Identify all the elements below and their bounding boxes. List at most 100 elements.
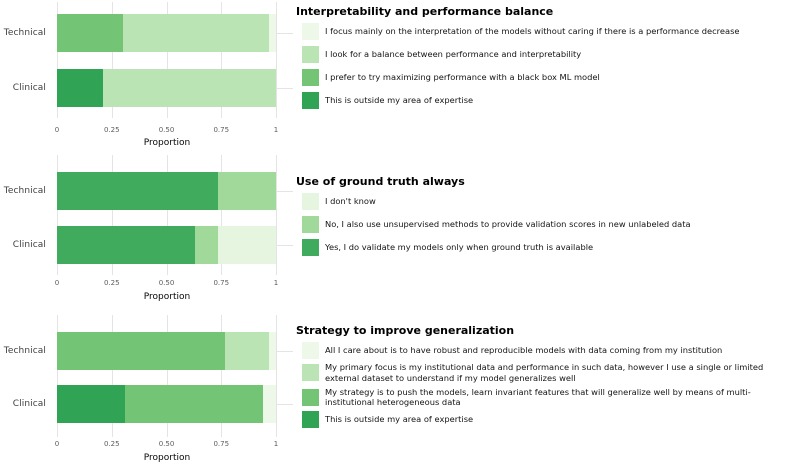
- gridline-vertical: [166, 315, 168, 437]
- legend-color-swatch: [302, 69, 319, 86]
- legend: Strategy to improve generalization All I…: [296, 324, 788, 431]
- chart-panel-ground-truth: 0 0.25 0.50 0.75 1 Technical Clinical Proporti…: [0, 152, 790, 307]
- y-axis-label: Technical: [3, 186, 46, 196]
- bar-segment: [269, 332, 276, 370]
- bar-segment: [57, 69, 103, 107]
- gridline-vertical: [57, 155, 58, 275]
- legend-item-label: All I care about is to have robust and r…: [325, 345, 723, 356]
- legend-color-swatch: [302, 216, 319, 233]
- stacked-bar-technical: [57, 332, 276, 370]
- bar-segment: [224, 332, 270, 370]
- bar-segment: [217, 226, 276, 264]
- legend-item: My strategy is to push the models, learn…: [296, 387, 788, 409]
- bar-segment: [269, 14, 276, 52]
- legend-items: I focus mainly on the interpretation of …: [296, 23, 788, 109]
- gridline-vertical: [276, 2, 277, 118]
- legend-color-swatch: [302, 342, 319, 359]
- x-tick-label: 1: [273, 126, 279, 134]
- chart-panel-interpretability: 0 0.25 0.50 0.75 1 Technical Clinical Proporti…: [0, 0, 790, 152]
- legend-item-label: My primary focus is my institutional dat…: [325, 362, 764, 383]
- legend-item: All I care about is to have robust and r…: [296, 342, 788, 359]
- x-tick-label: 0: [54, 279, 60, 287]
- stacked-bar-technical: [57, 14, 276, 52]
- legend-title: Strategy to improve generalization: [296, 324, 515, 337]
- bar-segment: [217, 172, 276, 210]
- legend-item-label: Yes, I do validate my models only when g…: [325, 242, 594, 253]
- legend-color-swatch: [302, 23, 319, 40]
- bar-segment: [57, 172, 218, 210]
- x-axis-title: Proportion: [143, 138, 191, 148]
- bar-segment: [57, 332, 225, 370]
- x-tick-label: 0.25: [103, 279, 120, 287]
- x-axis-title: Proportion: [143, 453, 191, 463]
- stacked-bar-clinical: [57, 69, 276, 107]
- bar-segment: [122, 14, 270, 52]
- legend-item: Yes, I do validate my models only when g…: [296, 239, 788, 256]
- legend-item: This is outside my area of expertise: [296, 92, 788, 109]
- gridline-vertical: [111, 315, 113, 437]
- legend-items: I don't know No, I also use unsupervised …: [296, 193, 788, 256]
- legend-item-label: I don't know: [325, 196, 376, 207]
- chart-panel-generalization: 0 0.25 0.50 0.75 1 Technical Clinical Proporti…: [0, 307, 790, 466]
- legend-item-label: I look for a balance between performance…: [325, 49, 582, 60]
- legend-item-label: This is outside my area of expertise: [325, 95, 474, 106]
- legend-item-label: No, I also use unsupervised methods to p…: [325, 219, 691, 230]
- y-axis-label: Clinical: [12, 83, 46, 93]
- bar-segment: [57, 14, 123, 52]
- legend-color-swatch: [302, 46, 319, 63]
- x-tick-label: 1: [273, 440, 279, 448]
- legend-color-swatch: [302, 388, 319, 406]
- y-axis-label: Clinical: [12, 240, 46, 250]
- gridline-vertical: [111, 2, 113, 118]
- x-tick-label: 0.75: [213, 440, 230, 448]
- x-tick-label: 1: [273, 279, 279, 287]
- legend-item-label: This is outside my area of expertise: [325, 414, 474, 425]
- bar-segment: [194, 226, 218, 264]
- legend-items: All I care about is to have robust and r…: [296, 342, 788, 429]
- legend: Interpretability and performance balance…: [296, 5, 788, 115]
- legend-item: I focus mainly on the interpretation of …: [296, 23, 788, 40]
- x-tick-label: 0.25: [103, 126, 120, 134]
- legend-item-label: I prefer to try maximizing performance w…: [325, 72, 600, 83]
- legend-title: Use of ground truth always: [296, 175, 465, 188]
- legend: Use of ground truth always I don't know N…: [296, 175, 788, 262]
- x-tick-label: 0.50: [158, 440, 175, 448]
- stacked-bar-clinical: [57, 385, 276, 423]
- legend-color-swatch: [302, 411, 319, 429]
- plot-area: 0 0.25 0.50 0.75 1 Technical Clinical: [0, 307, 790, 466]
- gridline-vertical: [166, 2, 168, 118]
- gridline-vertical: [221, 315, 223, 437]
- bar-segment: [124, 385, 263, 423]
- legend-color-swatch: [302, 193, 319, 210]
- stacked-bar-technical: [57, 172, 276, 210]
- x-tick-label: 0: [54, 440, 60, 448]
- x-tick-label: 0: [54, 126, 60, 134]
- plot-area: 0 0.25 0.50 0.75 1 Technical Clinical: [0, 0, 790, 152]
- gridline-vertical: [57, 315, 58, 437]
- x-tick-label: 0.50: [158, 126, 175, 134]
- x-axis-title: Proportion: [143, 292, 191, 302]
- x-tick-label: 0.50: [158, 279, 175, 287]
- gridline-vertical: [276, 155, 277, 275]
- legend-item: I look for a balance between performance…: [296, 46, 788, 63]
- x-tick-label: 0.75: [213, 279, 230, 287]
- bar-segment: [57, 226, 195, 264]
- legend-color-swatch: [302, 364, 319, 382]
- legend-item-label: My strategy is to push the models, learn…: [325, 386, 751, 408]
- y-axis-label: Technical: [3, 346, 46, 356]
- gridline-vertical: [221, 155, 223, 275]
- legend-item: No, I also use unsupervised methods to p…: [296, 216, 788, 233]
- legend-color-swatch: [302, 239, 319, 256]
- legend-title: Interpretability and performance balance: [296, 5, 554, 18]
- gridline-vertical: [276, 315, 277, 437]
- y-axis-label: Clinical: [12, 399, 46, 409]
- y-axis-label: Technical: [3, 28, 46, 38]
- legend-item: This is outside my area of expertise: [296, 411, 788, 429]
- legend-item: I prefer to try maximizing performance w…: [296, 69, 788, 86]
- bar-segment: [57, 385, 125, 423]
- legend-item: I don't know: [296, 193, 788, 210]
- x-tick-label: 0.75: [213, 126, 230, 134]
- stacked-bar-clinical: [57, 226, 276, 264]
- legend-item: My primary focus is my institutional dat…: [296, 362, 788, 384]
